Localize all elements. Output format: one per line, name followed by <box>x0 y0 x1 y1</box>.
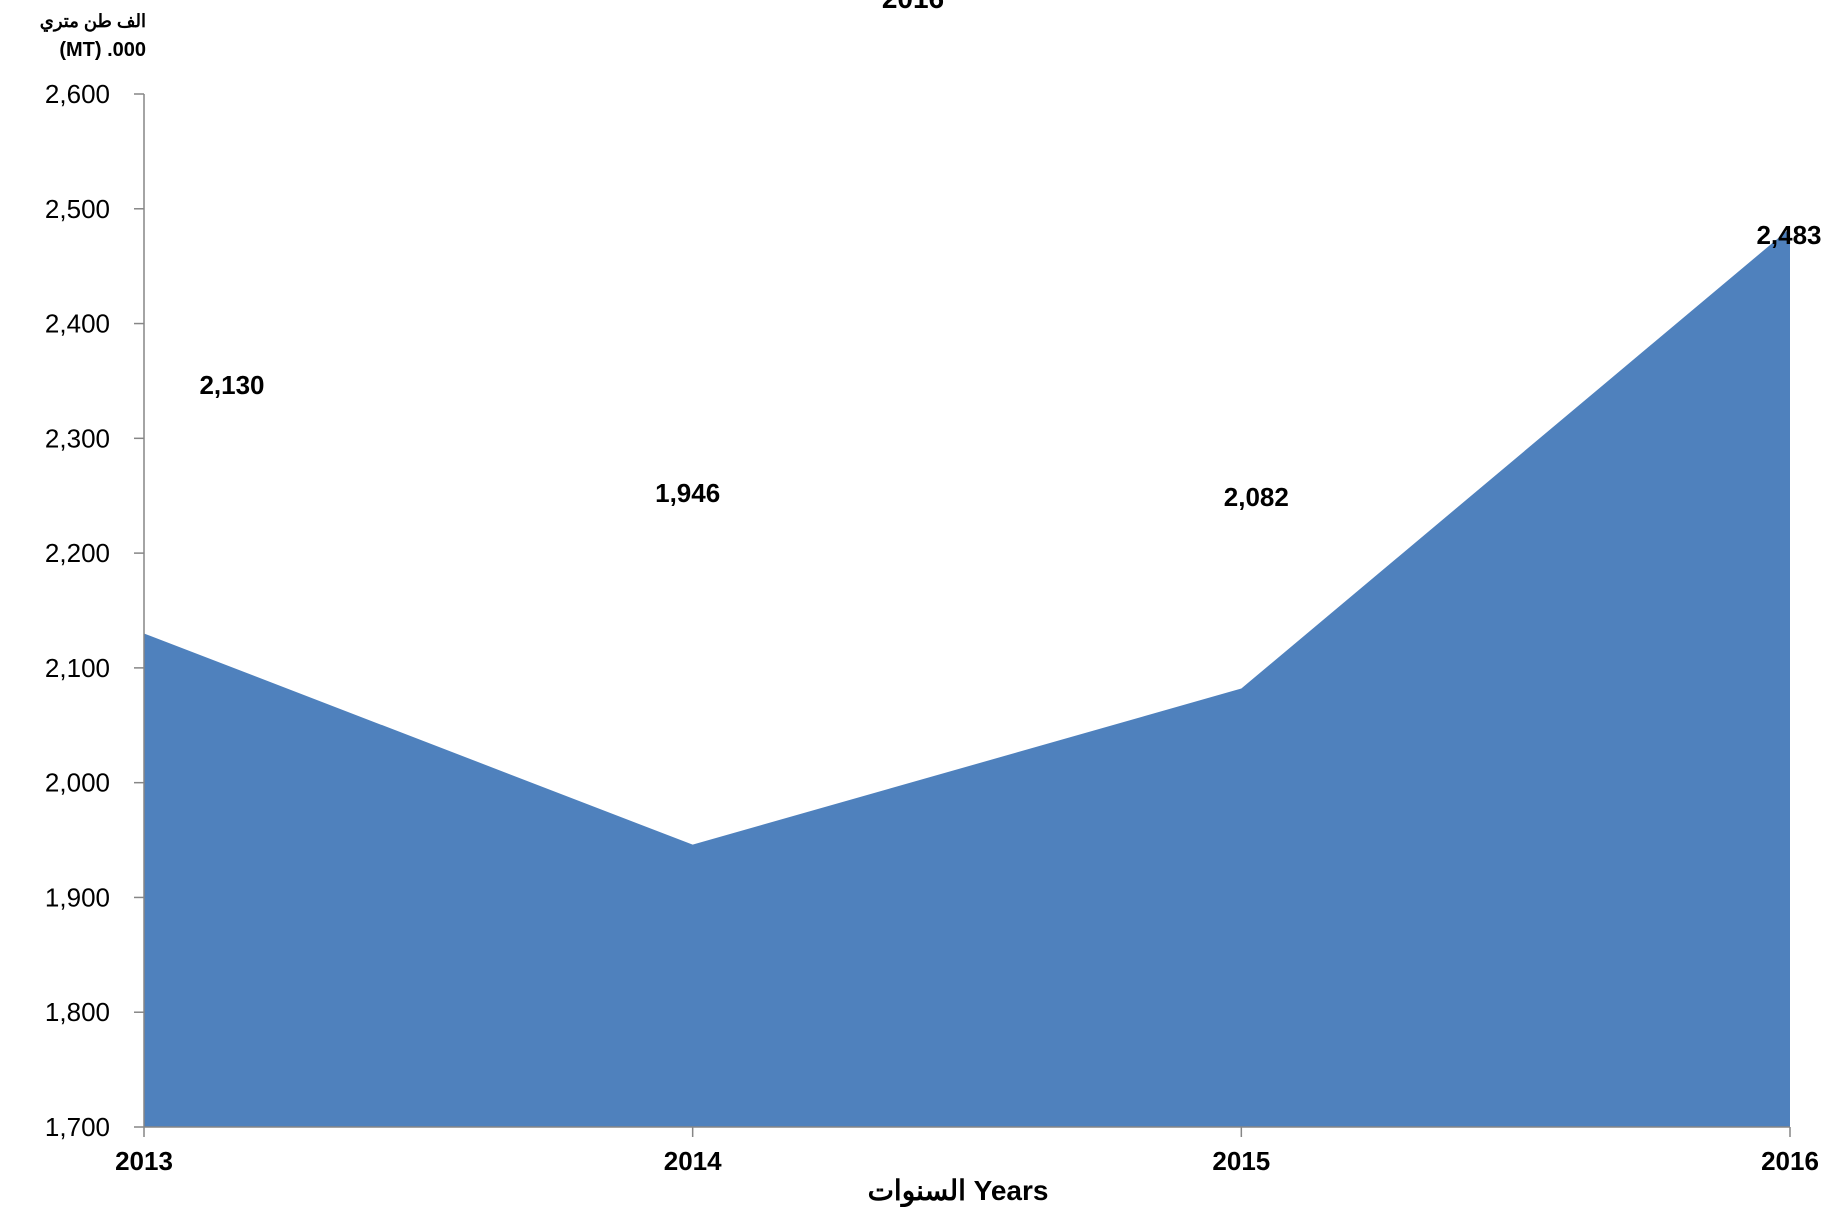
data-label: 1,946 <box>655 478 720 508</box>
data-label: 2,130 <box>199 370 264 400</box>
y-tick-label: 2,600 <box>45 79 110 109</box>
x-tick-label: 2016 <box>1761 1146 1819 1176</box>
y-tick-label: 2,400 <box>45 309 110 339</box>
plot-area: 1,700 1,800 1,900 2,000 2,100 2,200 2,300 2,400… <box>45 79 1822 1176</box>
area-series <box>144 228 1790 1128</box>
y-tick-label: 2,200 <box>45 538 110 568</box>
x-tick-label: 2014 <box>664 1146 722 1176</box>
y-axis-title-line1: الف طن متري <box>40 11 146 32</box>
y-axis-title-line2: (MT) .000 <box>59 39 146 61</box>
x-tick-label: 2015 <box>1212 1146 1270 1176</box>
y-tick-label: 2,500 <box>45 194 110 224</box>
y-tick-label: 1,700 <box>45 1112 110 1142</box>
x-tick-label: 2013 <box>115 1146 173 1176</box>
chart-title: 2016 <box>882 0 944 14</box>
y-tick-label: 1,900 <box>45 882 110 912</box>
x-axis-title: السنوات Years <box>868 1175 1049 1207</box>
y-tick-label: 2,100 <box>45 653 110 683</box>
y-tick-label: 2,300 <box>45 423 110 453</box>
data-label: 2,483 <box>1756 220 1821 250</box>
y-tick-label: 1,800 <box>45 997 110 1027</box>
y-tick-label: 2,000 <box>45 768 110 798</box>
data-label: 2,082 <box>1224 482 1289 512</box>
